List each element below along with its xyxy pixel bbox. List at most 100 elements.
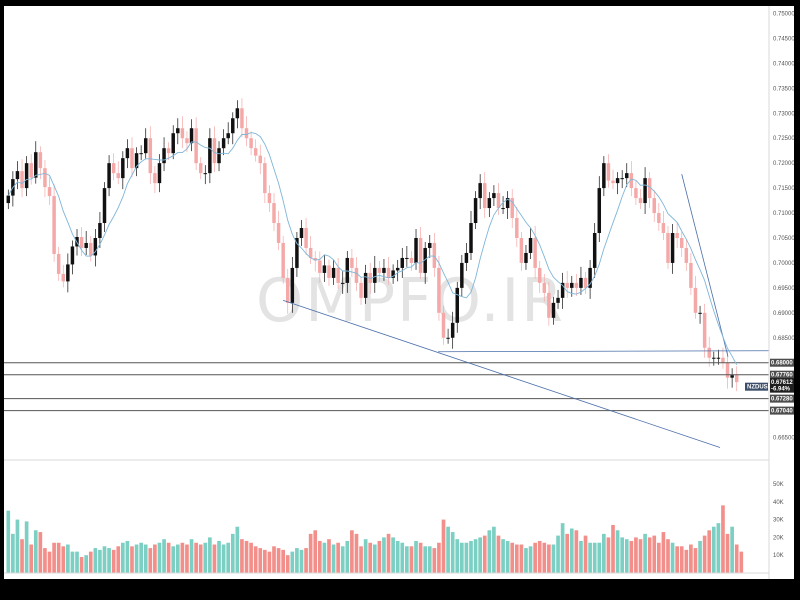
candle-body: [395, 267, 400, 271]
candle-body: [597, 188, 602, 233]
candle-body: [721, 357, 725, 363]
volume-bar: [331, 544, 336, 573]
candle-body: [308, 247, 313, 258]
volume-layer: [6, 505, 744, 573]
price-chart[interactable]: OMPFO.IR 0.75000 0.74500 0.74000 0.73500 0.7…: [4, 6, 794, 579]
candle-body: [460, 262, 464, 288]
volume-bar: [249, 542, 253, 573]
volume-bar: [56, 542, 61, 573]
candle-body: [244, 128, 249, 139]
volume-bar: [38, 532, 43, 573]
candle-body: [212, 138, 217, 164]
price-tick-label: 0.73500: [773, 86, 794, 92]
candle-body: [432, 242, 437, 268]
volume-bar: [560, 523, 565, 573]
candle-body: [299, 228, 304, 238]
volume-bar: [52, 542, 56, 573]
price-tick-label: 0.72000: [773, 161, 794, 167]
candle-body: [702, 312, 707, 348]
volume-bar: [148, 548, 153, 573]
volume-bar: [185, 544, 189, 573]
volume-bar: [634, 537, 638, 573]
candle-body: [121, 158, 125, 179]
volume-bar: [514, 544, 519, 573]
candle-body: [574, 282, 579, 288]
candle-body: [634, 188, 638, 199]
volume-bar: [624, 539, 629, 573]
volume-axis: 50K 40K 30K 20K 10K: [773, 482, 784, 559]
chart-canvas[interactable]: OMPFO.IR 0.750000.745000.740000.735000.7…: [4, 6, 794, 579]
volume-bar: [734, 544, 739, 573]
candle-body: [171, 133, 175, 154]
candle-body: [253, 148, 258, 156]
candle-body: [496, 193, 501, 209]
volume-bar: [524, 548, 528, 573]
candle-body: [363, 272, 368, 298]
candle-body: [666, 233, 670, 263]
volume-tick-label: 10K: [773, 553, 784, 559]
price-tag-label: 0.68000: [771, 361, 793, 367]
volume-bar: [602, 533, 606, 573]
volume-bar: [162, 539, 166, 573]
candle-body: [492, 193, 496, 199]
candle-body: [102, 188, 107, 224]
volume-bar: [120, 542, 125, 573]
candle-body: [189, 128, 194, 144]
volume-bar: [405, 546, 409, 573]
candle-body: [510, 198, 514, 219]
candle-body: [515, 218, 519, 238]
candle-body: [615, 178, 620, 184]
candle-body: [98, 223, 102, 238]
candle-body: [537, 267, 542, 283]
volume-bar: [615, 530, 620, 573]
volume-bar: [15, 519, 20, 573]
volume-bar: [414, 540, 418, 573]
volume-bar: [130, 546, 134, 573]
volume-tick-label: 30K: [773, 518, 784, 524]
candle-body: [418, 237, 423, 273]
price-tag-label: -6.94%: [771, 387, 791, 393]
volume-bar: [285, 555, 290, 573]
candle-body: [24, 163, 29, 189]
symbol-tag: [745, 382, 768, 391]
candle-body: [524, 252, 528, 263]
volume-bar: [240, 539, 244, 573]
volume-bar: [551, 544, 556, 573]
volume-bar: [281, 549, 285, 573]
candle-body: [606, 163, 611, 181]
candle-body: [730, 375, 734, 378]
candle-body: [684, 247, 689, 263]
volume-bar: [20, 539, 24, 573]
candle-body: [61, 273, 66, 282]
candle-body: [533, 237, 537, 268]
volume-bar: [11, 533, 15, 573]
symbol-tag-label: NZDUSD: [747, 385, 773, 391]
price-tick-label: 0.70000: [773, 261, 794, 267]
candle-body: [542, 282, 547, 293]
volume-bar: [592, 542, 597, 573]
volume-bar: [469, 540, 473, 573]
moving-average-line: [7, 132, 738, 366]
candle-body: [70, 246, 75, 265]
price-tag-label: 0.67760: [771, 373, 793, 379]
volume-bar: [629, 540, 634, 573]
candle-body: [519, 237, 524, 263]
candle-body: [134, 153, 139, 169]
volume-bar: [510, 542, 515, 573]
volume-bar: [620, 537, 625, 573]
candle-body: [125, 148, 130, 159]
volume-tick-label: 40K: [773, 500, 784, 506]
candle-body: [638, 198, 643, 204]
volume-bar: [505, 540, 510, 573]
candle-body: [455, 287, 459, 323]
candle-body: [295, 237, 299, 268]
volume-bar: [519, 544, 524, 573]
candle-body: [281, 242, 285, 278]
candle-body: [327, 265, 331, 278]
price-tick-label: 0.70500: [773, 236, 794, 242]
candle-body: [368, 272, 372, 283]
volume-bar: [652, 535, 657, 573]
volume-bar: [656, 542, 661, 573]
volume-bar: [464, 542, 469, 573]
price-tag-box: [770, 394, 794, 403]
